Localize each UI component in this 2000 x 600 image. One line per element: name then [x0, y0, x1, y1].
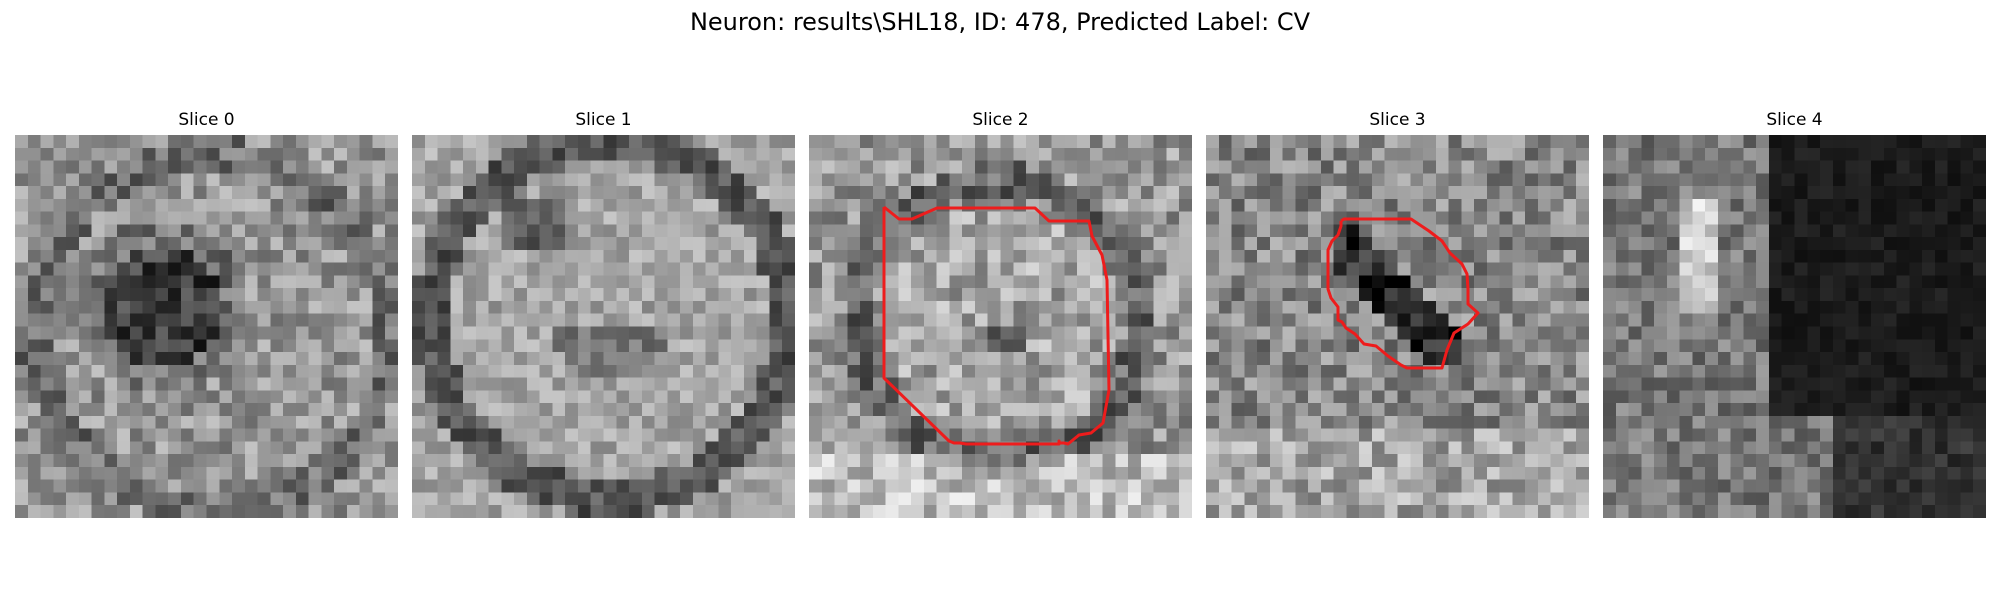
slice-0-image — [15, 135, 398, 518]
slice-2-pixels — [809, 135, 1192, 518]
slice-2-contour-line — [882, 205, 1111, 446]
slice-3-image — [1206, 135, 1589, 518]
slice-3-contour — [1326, 217, 1480, 370]
slice-4-pixels — [1603, 135, 1986, 518]
slice-1-title: Slice 1 — [575, 110, 632, 130]
slice-2-contour — [882, 205, 1111, 446]
slice-2-image — [809, 135, 1192, 518]
slice-2-title: Slice 2 — [972, 110, 1029, 130]
slice-3-contour-line — [1326, 217, 1480, 370]
figure-title: Neuron: results\SHL18, ID: 478, Predicte… — [689, 8, 1311, 36]
slice-3-title: Slice 3 — [1369, 110, 1426, 130]
slice-0-title: Slice 0 — [178, 110, 235, 130]
slice-1-pixels — [412, 135, 795, 518]
slice-1-image — [412, 135, 795, 518]
slice-3-pixels — [1206, 135, 1589, 518]
slice-4-image — [1603, 135, 1986, 518]
slice-4-title: Slice 4 — [1766, 110, 1823, 130]
slice-0-pixels — [15, 135, 398, 518]
